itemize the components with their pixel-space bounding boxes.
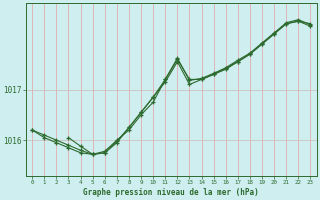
X-axis label: Graphe pression niveau de la mer (hPa): Graphe pression niveau de la mer (hPa) <box>84 188 259 197</box>
